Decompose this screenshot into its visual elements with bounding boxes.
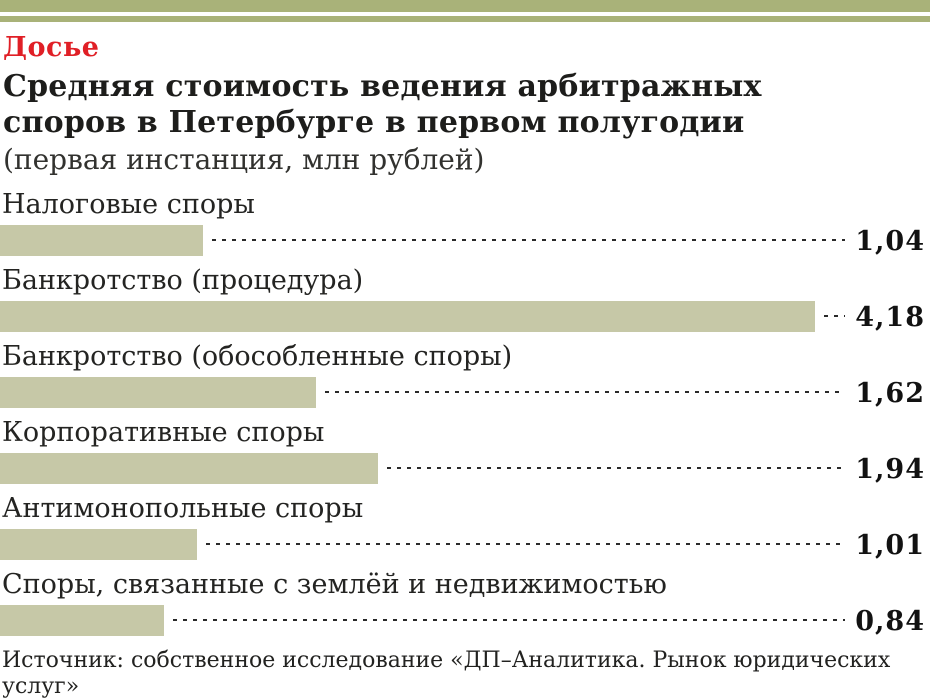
kicker: Досье xyxy=(3,32,100,63)
chart-row: Антимонопольные споры 1,01 xyxy=(0,493,930,561)
bar xyxy=(0,605,164,636)
chart-title-line1: Средняя стоимость ведения арбитражных xyxy=(3,69,762,104)
chart-row: Налоговые споры 1,04 xyxy=(0,189,930,257)
header-rule-gap xyxy=(0,12,930,16)
leader-line xyxy=(824,315,845,317)
bar xyxy=(0,225,203,256)
bar-label: Споры, связанные с землёй и недвижимость… xyxy=(2,569,667,600)
chart-row: Споры, связанные с землёй и недвижимость… xyxy=(0,569,930,637)
bar-value: 1,62 xyxy=(855,378,925,409)
header-rule-thick xyxy=(0,0,930,12)
leader-line xyxy=(387,467,845,469)
leader-line xyxy=(173,619,845,621)
bar-value: 1,04 xyxy=(855,226,925,257)
leader-line xyxy=(212,239,845,241)
bar-value: 1,01 xyxy=(855,530,925,561)
chart-row: Корпоративные споры 1,94 xyxy=(0,417,930,485)
leader-line xyxy=(206,543,845,545)
bar-label: Корпоративные споры xyxy=(2,417,325,448)
chart-row: Банкротство (обособленные споры) 1,62 xyxy=(0,341,930,409)
leader-line xyxy=(325,391,845,393)
bar-track: 1,62 xyxy=(0,377,930,409)
bar-track: 4,18 xyxy=(0,301,930,333)
bar-label: Банкротство (процедура) xyxy=(2,265,364,296)
chart-title: Средняя стоимость ведения арбитражных сп… xyxy=(3,69,930,141)
bar-track: 1,04 xyxy=(0,225,930,257)
bar xyxy=(0,529,197,560)
bar-track: 0,84 xyxy=(0,605,930,637)
bar xyxy=(0,301,815,332)
source-line: Источник: собственное исследование «ДП–А… xyxy=(2,648,891,699)
bar-value: 1,94 xyxy=(855,454,925,485)
bar-label: Налоговые споры xyxy=(2,189,255,220)
bar xyxy=(0,453,378,484)
bar-track: 1,94 xyxy=(0,453,930,485)
chart-title-line2: споров в Петербурге в первом полугодии xyxy=(3,105,745,140)
bar-label: Антимонопольные споры xyxy=(2,493,364,524)
bar-chart: Налоговые споры 1,04 Банкротство (процедур… xyxy=(0,189,930,637)
chart-row: Банкротство (процедура) 4,18 xyxy=(0,265,930,333)
bar-track: 1,01 xyxy=(0,529,930,561)
chart-subtitle: (первая инстанция, млн рублей) xyxy=(3,143,485,176)
bar xyxy=(0,377,316,408)
bar-label: Банкротство (обособленные споры) xyxy=(2,341,513,372)
bar-value: 0,84 xyxy=(855,606,925,637)
bar-value: 4,18 xyxy=(855,302,925,333)
header-rule-thin xyxy=(0,16,930,22)
